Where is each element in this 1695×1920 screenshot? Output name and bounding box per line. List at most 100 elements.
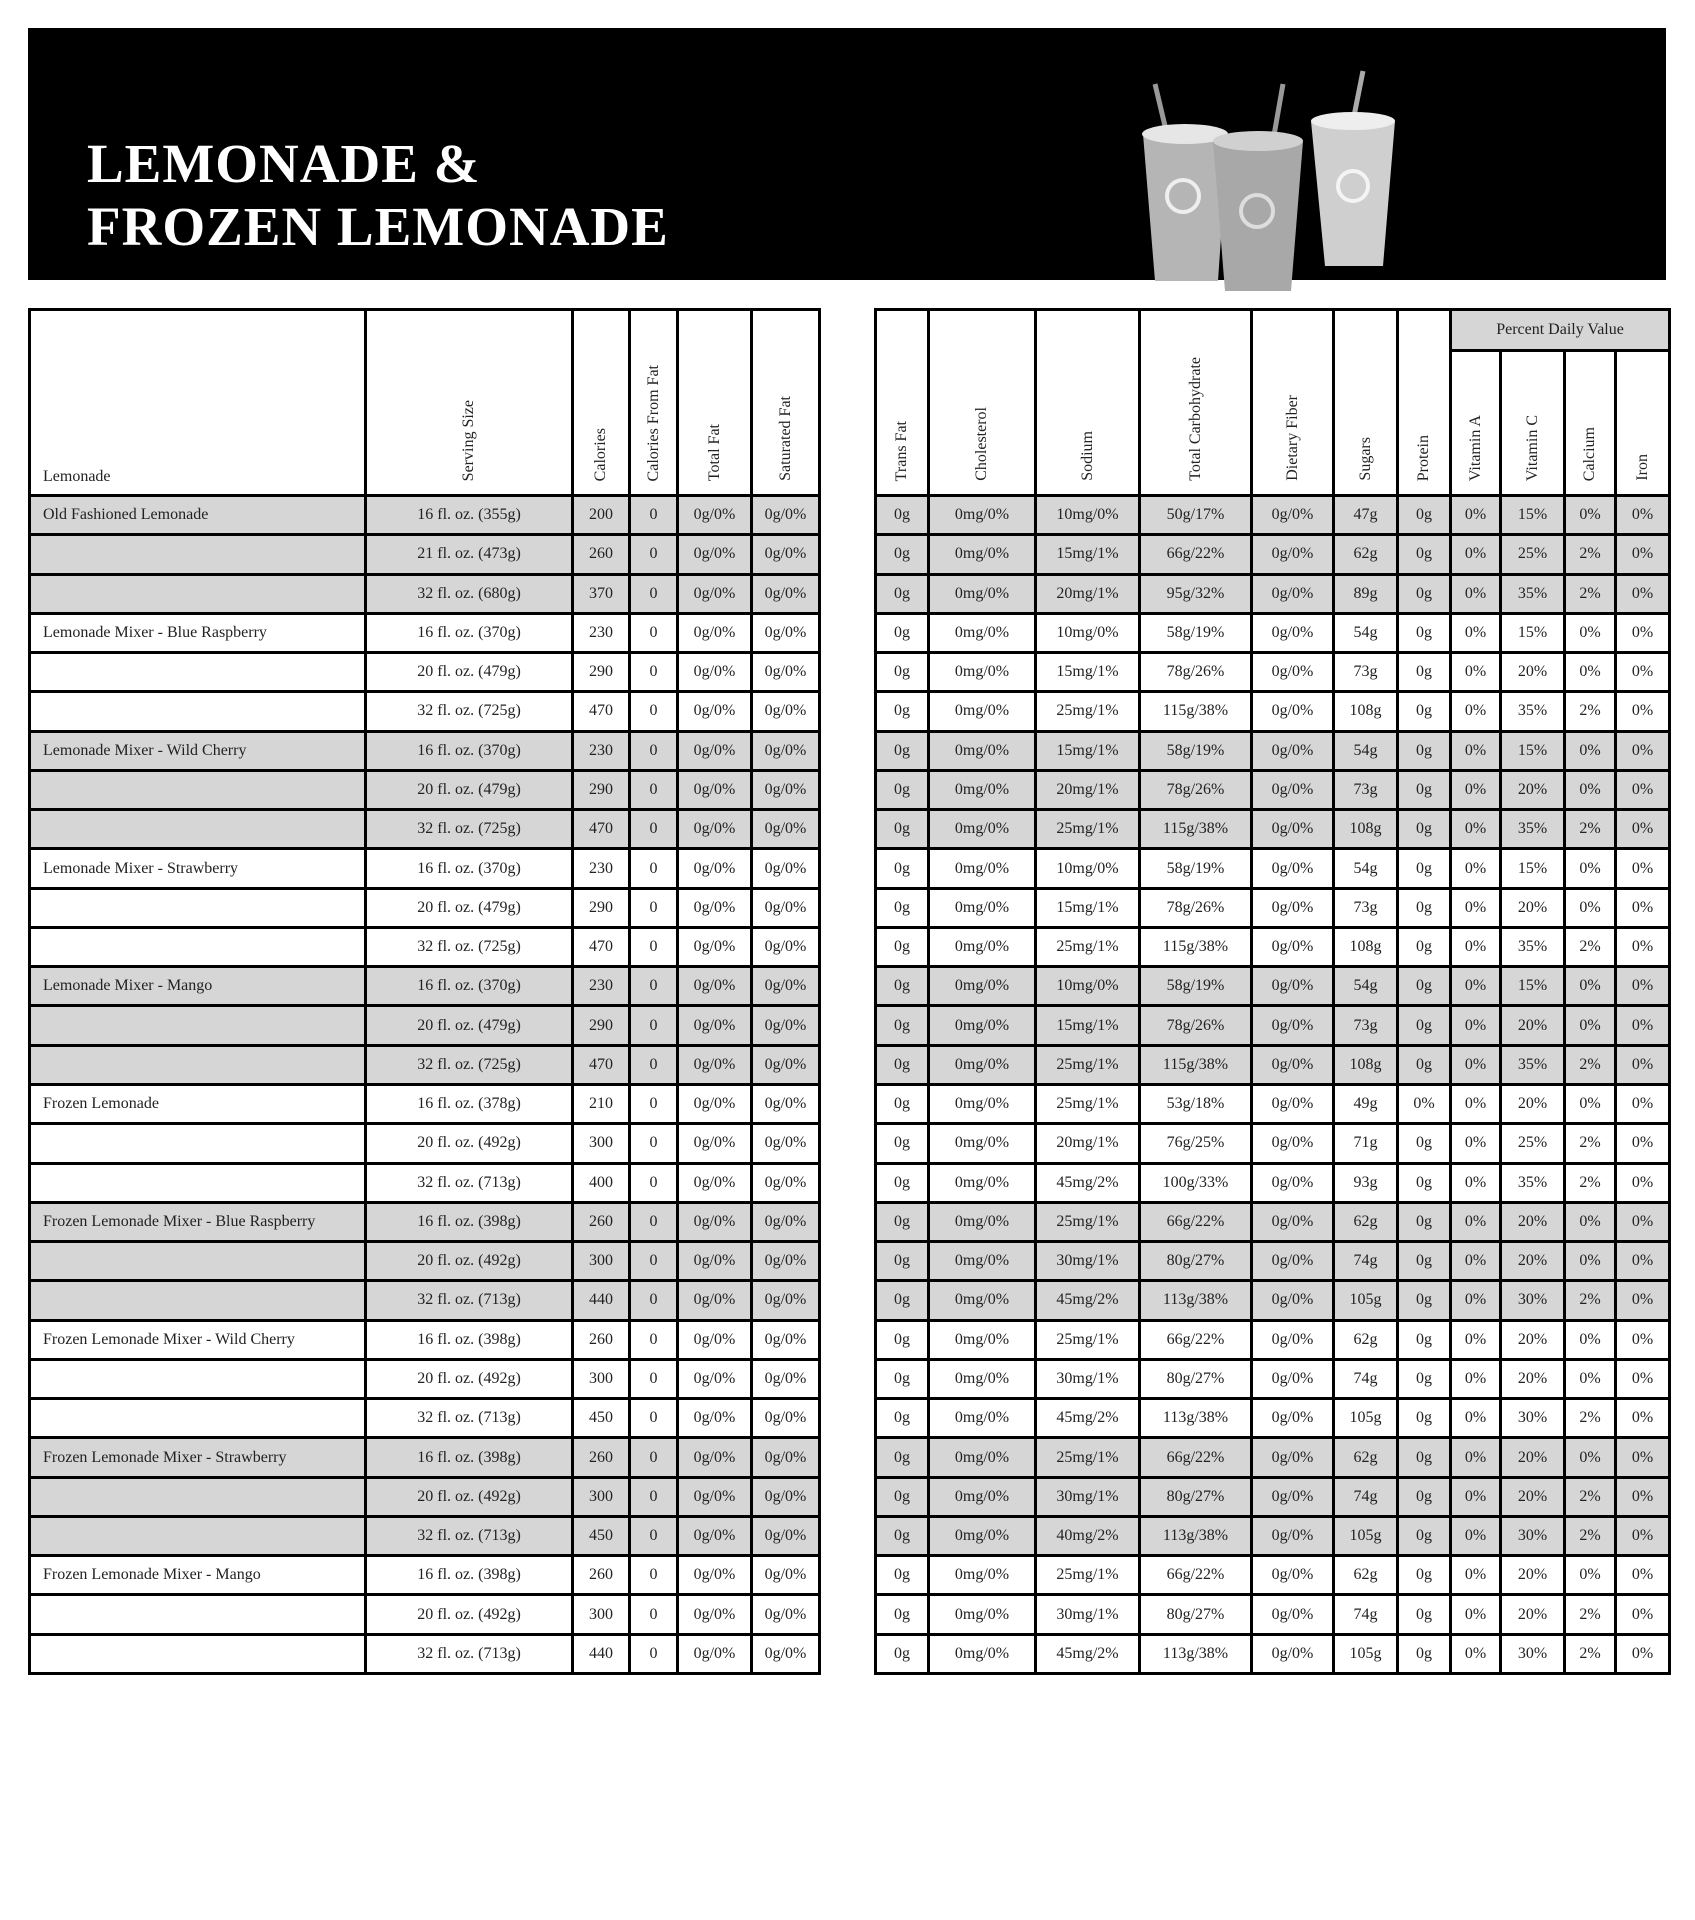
table-row: 20 fl. oz. (479g) 290 0 0g/0% 0g/0% <box>28 651 821 694</box>
table-row: Lemonade Mixer - Blue Raspberry 16 fl. oz… <box>28 611 821 655</box>
cell-iron: 0% <box>1613 886 1672 929</box>
cell-sugars: 62g <box>1332 1318 1399 1361</box>
cell-serving-size: 20 fl. oz. (492g) <box>364 1240 574 1283</box>
cell-protein: 0g <box>1396 533 1452 576</box>
cell-sodium: 25mg/1% <box>1034 1318 1141 1361</box>
cell-calories-from-fat: 0 <box>628 1593 679 1636</box>
cell-saturated-fat: 0g/0% <box>750 1004 821 1047</box>
cell-iron: 0% <box>1613 808 1672 851</box>
column-header-total-carbohydrate: Total Carbohydrate <box>1138 308 1253 497</box>
cell-product-name: Frozen Lemonade <box>28 1082 367 1126</box>
cell-protein: 0g <box>1396 1632 1452 1675</box>
cell-cholesterol: 0mg/0% <box>927 1357 1037 1401</box>
cell-total-carbohydrate: 78g/26% <box>1138 768 1253 812</box>
cell-dietary-fiber: 0g/0% <box>1250 1397 1335 1440</box>
cell-calcium: 0% <box>1563 847 1617 890</box>
cell-vitamin-c: 25% <box>1499 533 1566 576</box>
cell-vitamin-a: 0% <box>1449 1200 1502 1244</box>
cell-sodium: 25mg/1% <box>1034 808 1141 851</box>
cell-vitamin-c: 20% <box>1499 651 1566 694</box>
cell-saturated-fat: 0g/0% <box>750 1161 821 1204</box>
cell-total-carbohydrate: 58g/19% <box>1138 965 1253 1008</box>
cell-saturated-fat: 0g/0% <box>750 1436 821 1479</box>
cell-product-name <box>28 533 367 576</box>
percent-daily-value-header: Percent Daily Value <box>1448 308 1672 352</box>
cell-saturated-fat: 0g/0% <box>750 1082 821 1126</box>
cell-saturated-fat: 0g/0% <box>750 1122 821 1165</box>
cell-sugars: 47g <box>1332 493 1399 537</box>
cell-iron: 0% <box>1613 847 1672 890</box>
cell-trans-fat: 0g <box>874 1475 930 1518</box>
cell-vitamin-a: 0% <box>1449 690 1502 733</box>
table-row: 0g 0mg/0% 20mg/1% 95g/32% 0g/0% 89g 0g 0% 35% 2% 0… <box>874 572 1672 615</box>
cell-product-name: Frozen Lemonade Mixer - Blue Raspberry <box>28 1200 367 1244</box>
cell-vitamin-a: 0% <box>1449 1122 1502 1165</box>
table-row: 0g 0mg/0% 25mg/1% 66g/22% 0g/0% 62g 0g 0% 20% 0% 0… <box>874 1436 1672 1479</box>
cell-iron: 0% <box>1613 1004 1672 1047</box>
cell-calories: 450 <box>571 1397 631 1440</box>
cell-saturated-fat: 0g/0% <box>750 1318 821 1361</box>
cell-trans-fat: 0g <box>874 925 930 969</box>
cell-serving-size: 32 fl. oz. (713g) <box>364 1397 574 1440</box>
cell-iron: 0% <box>1613 925 1672 969</box>
column-header-sugars: Sugars <box>1332 308 1399 497</box>
cell-total-fat: 0g/0% <box>676 1279 753 1322</box>
cell-calories-from-fat: 0 <box>628 965 679 1008</box>
cell-sodium: 25mg/1% <box>1034 1200 1141 1244</box>
cell-dietary-fiber: 0g/0% <box>1250 651 1335 694</box>
cell-product-name <box>28 1279 367 1322</box>
cell-total-carbohydrate: 58g/19% <box>1138 729 1253 772</box>
cell-cholesterol: 0mg/0% <box>927 651 1037 694</box>
cell-protein: 0g <box>1396 572 1452 615</box>
cell-cholesterol: 0mg/0% <box>927 886 1037 929</box>
cell-total-fat: 0g/0% <box>676 925 753 969</box>
cell-vitamin-a: 0% <box>1449 1161 1502 1204</box>
table-row: 0g 0mg/0% 45mg/2% 113g/38% 0g/0% 105g 0g 0% 30% 2… <box>874 1279 1672 1322</box>
cell-calories-from-fat: 0 <box>628 1357 679 1401</box>
cell-vitamin-a: 0% <box>1449 1514 1502 1558</box>
cell-calcium: 0% <box>1563 886 1617 929</box>
cell-total-carbohydrate: 115g/38% <box>1138 808 1253 851</box>
cell-total-carbohydrate: 100g/33% <box>1138 1161 1253 1204</box>
cell-saturated-fat: 0g/0% <box>750 768 821 812</box>
table-row: 21 fl. oz. (473g) 260 0 0g/0% 0g/0% <box>28 533 821 576</box>
cell-sugars: 62g <box>1332 1554 1399 1597</box>
cell-product-name <box>28 1357 367 1401</box>
cell-trans-fat: 0g <box>874 1200 930 1244</box>
cell-total-fat: 0g/0% <box>676 1475 753 1518</box>
cell-trans-fat: 0g <box>874 768 930 812</box>
cell-saturated-fat: 0g/0% <box>750 1475 821 1518</box>
cell-total-carbohydrate: 113g/38% <box>1138 1397 1253 1440</box>
cell-iron: 0% <box>1613 1200 1672 1244</box>
cell-dietary-fiber: 0g/0% <box>1250 1161 1335 1204</box>
cell-iron: 0% <box>1613 1397 1672 1440</box>
cell-sodium: 10mg/0% <box>1034 493 1141 537</box>
cell-trans-fat: 0g <box>874 690 930 733</box>
cell-calcium: 2% <box>1563 1161 1617 1204</box>
cell-total-carbohydrate: 115g/38% <box>1138 925 1253 969</box>
table-row: Lemonade Mixer - Mango 16 fl. oz. (370g) 2… <box>28 965 821 1008</box>
cell-vitamin-a: 0% <box>1449 1554 1502 1597</box>
cell-sugars: 54g <box>1332 729 1399 772</box>
table-row: 32 fl. oz. (725g) 470 0 0g/0% 0g/0% <box>28 808 821 851</box>
cell-serving-size: 32 fl. oz. (680g) <box>364 572 574 615</box>
cell-vitamin-a: 0% <box>1449 729 1502 772</box>
cell-dietary-fiber: 0g/0% <box>1250 1357 1335 1401</box>
cell-serving-size: 32 fl. oz. (713g) <box>364 1632 574 1675</box>
cell-serving-size: 21 fl. oz. (473g) <box>364 533 574 576</box>
cell-saturated-fat: 0g/0% <box>750 886 821 929</box>
cell-calories: 300 <box>571 1475 631 1518</box>
cell-vitamin-a: 0% <box>1449 1357 1502 1401</box>
cell-serving-size: 16 fl. oz. (398g) <box>364 1318 574 1361</box>
cell-calcium: 2% <box>1563 572 1617 615</box>
cell-sugars: 73g <box>1332 886 1399 929</box>
cell-protein: 0g <box>1396 651 1452 694</box>
cell-calcium: 0% <box>1563 1436 1617 1479</box>
column-header-cholesterol: Cholesterol <box>927 308 1037 497</box>
cell-calories: 470 <box>571 808 631 851</box>
cell-calories-from-fat: 0 <box>628 1514 679 1558</box>
cell-product-name <box>28 886 367 929</box>
cell-sugars: 73g <box>1332 768 1399 812</box>
cell-calcium: 0% <box>1563 611 1617 655</box>
cell-total-carbohydrate: 66g/22% <box>1138 1554 1253 1597</box>
